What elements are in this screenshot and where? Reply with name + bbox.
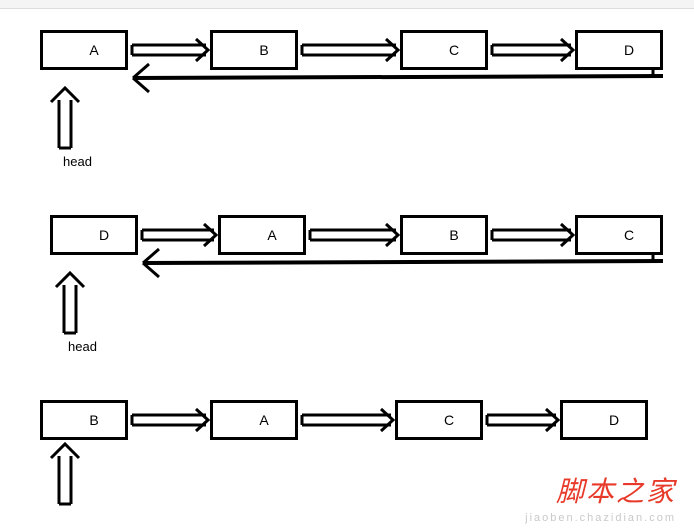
node-label: A bbox=[259, 412, 268, 428]
head-label: head bbox=[63, 154, 92, 169]
node-label: C bbox=[444, 412, 454, 428]
node-label: B bbox=[449, 227, 458, 243]
node-B: B bbox=[40, 400, 128, 440]
node-B: B bbox=[400, 215, 488, 255]
node-label: D bbox=[624, 42, 634, 58]
node-label: B bbox=[259, 42, 268, 58]
diagram-svg bbox=[0, 0, 694, 528]
node-label: C bbox=[449, 42, 459, 58]
node-D: D bbox=[50, 215, 138, 255]
watermark-red: 脚本之家 bbox=[556, 470, 676, 510]
node-D: D bbox=[560, 400, 648, 440]
node-C: C bbox=[395, 400, 483, 440]
watermark-gray: jiaoben.chazidian.com bbox=[525, 512, 676, 524]
node-label: A bbox=[267, 227, 276, 243]
node-B: B bbox=[210, 30, 298, 70]
node-label: C bbox=[624, 227, 634, 243]
node-C: C bbox=[575, 215, 663, 255]
node-label: B bbox=[89, 412, 98, 428]
node-A: A bbox=[210, 400, 298, 440]
node-A: A bbox=[218, 215, 306, 255]
node-label: D bbox=[609, 412, 619, 428]
node-C: C bbox=[400, 30, 488, 70]
node-D: D bbox=[575, 30, 663, 70]
node-label: D bbox=[99, 227, 109, 243]
node-A: A bbox=[40, 30, 128, 70]
head-label: head bbox=[68, 339, 97, 354]
node-label: A bbox=[89, 42, 98, 58]
